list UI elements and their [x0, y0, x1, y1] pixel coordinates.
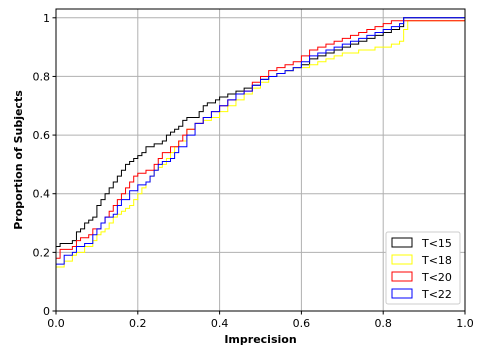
y-tick-label: 0 — [43, 305, 50, 318]
legend-box — [385, 231, 461, 305]
y-tick-label: 0.4 — [33, 188, 51, 201]
y-axis: 0 0.2 0.4 0.6 0.8 1 — [33, 12, 56, 318]
plot-frame — [55, 8, 466, 312]
legend-label-3: T<22 — [421, 288, 452, 301]
x-tick-label: 0.8 — [374, 317, 392, 330]
x-tick-label: 1.0 — [456, 317, 474, 330]
y-axis-label: Proportion of Subjects — [12, 90, 25, 230]
legend-label-2: T<20 — [421, 271, 452, 284]
legend-swatch-3 — [391, 288, 413, 299]
y-tick-label: 0.8 — [33, 70, 51, 83]
x-tick-label: 0.2 — [129, 317, 147, 330]
legend-swatch-1 — [391, 254, 413, 265]
x-axis-label: Imprecision — [224, 333, 296, 346]
legend-label-0: T<15 — [421, 237, 452, 250]
y-tick-label: 1 — [43, 12, 50, 25]
y-tick-label: 0.2 — [33, 246, 51, 259]
x-tick-label: 0.4 — [211, 317, 229, 330]
x-tick-label: 0.6 — [293, 317, 311, 330]
legend-swatch-2 — [391, 271, 413, 282]
series-line-3 — [55, 17, 465, 311]
x-axis: 0.0 0.2 0.4 0.6 0.8 1.0 — [47, 311, 474, 330]
series-line-0 — [55, 17, 465, 311]
legend: T<15 T<18 T<20 T<22 — [385, 231, 461, 305]
x-tick-label: 0.0 — [47, 317, 65, 330]
legend-label-1: T<18 — [421, 254, 452, 267]
legend-swatch-0 — [391, 237, 413, 248]
y-tick-label: 0.6 — [33, 129, 51, 142]
series-lines — [55, 17, 465, 311]
